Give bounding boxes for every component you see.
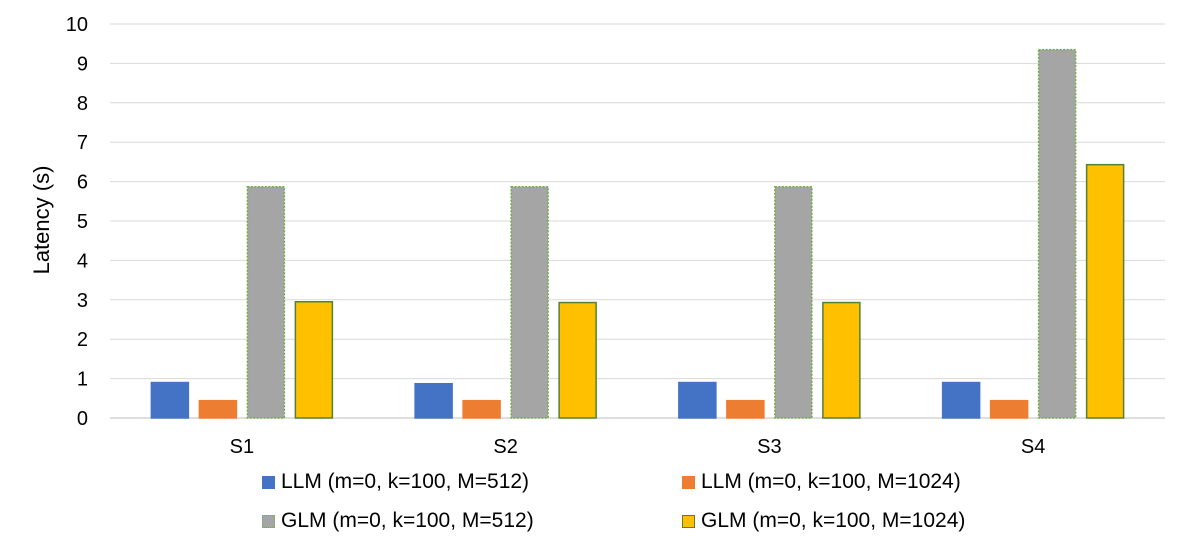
legend-swatch [682, 475, 695, 489]
x-tick-label-s4: S4 [1021, 436, 1045, 458]
legend-item-llm-1024: LLM (m=0, k=100, M=1024) [682, 470, 961, 494]
bar-s3-series-1 [726, 399, 765, 419]
y-tick-label: 7 [77, 132, 88, 154]
bar-s2-series-3 [558, 301, 597, 419]
y-tick-label: 4 [77, 250, 88, 272]
y-tick-label: 8 [77, 93, 88, 115]
bar-s3-series-2 [774, 185, 813, 419]
legend-item-llm-512: LLM (m=0, k=100, M=512) [262, 470, 529, 494]
legend-item-glm-512: GLM (m=0, k=100, M=512) [262, 509, 534, 533]
x-tick-label-s2: S2 [493, 436, 517, 458]
bar-s3-series-3 [822, 301, 861, 419]
bar-s3-series-0 [678, 381, 717, 419]
legend-label: LLM (m=0, k=100, M=512) [281, 470, 530, 493]
bar-s2-series-1 [462, 399, 501, 419]
bar-s2-series-0 [414, 382, 453, 419]
y-tick-label: 1 [77, 369, 88, 391]
bar-s4-series-0 [941, 381, 981, 419]
gridlines [110, 23, 1165, 419]
bar-s4-series-3 [1085, 163, 1125, 419]
legend-swatch [262, 475, 275, 489]
y-tick-label: 6 [77, 172, 88, 194]
y-tick-label: 3 [77, 290, 88, 312]
legend-label: GLM (m=0, k=100, M=1024) [701, 509, 966, 532]
y-axis-label: Latency (s) [29, 166, 54, 275]
bar-s1-series-0 [150, 381, 190, 419]
x-axis-ticks: S1 S2 S3 S4 [230, 436, 1046, 458]
bar-s2-series-2 [510, 185, 549, 419]
x-tick-label-s1: S1 [230, 436, 254, 458]
y-tick-label: 10 [66, 14, 88, 36]
legend-item-glm-1024: GLM (m=0, k=100, M=1024) [682, 509, 965, 533]
bar-s4-series-1 [989, 399, 1029, 419]
legend-label: GLM (m=0, k=100, M=512) [281, 509, 534, 532]
y-tick-label: 0 [77, 408, 88, 430]
y-axis-ticks: 0 1 2 3 4 5 6 7 8 9 10 [66, 14, 88, 430]
legend-label: LLM (m=0, k=100, M=1024) [701, 470, 961, 493]
legend-swatch [682, 514, 695, 528]
bars [150, 48, 1125, 419]
bar-s1-series-1 [198, 399, 238, 419]
bar-s1-series-2 [246, 185, 286, 419]
bar-s1-series-3 [294, 301, 334, 419]
y-tick-label: 2 [77, 329, 88, 351]
y-tick-label: 9 [77, 53, 88, 75]
x-tick-label-s3: S3 [757, 436, 781, 458]
y-tick-label: 5 [77, 211, 88, 233]
legend-swatch [262, 514, 275, 528]
bar-s4-series-2 [1037, 48, 1077, 419]
